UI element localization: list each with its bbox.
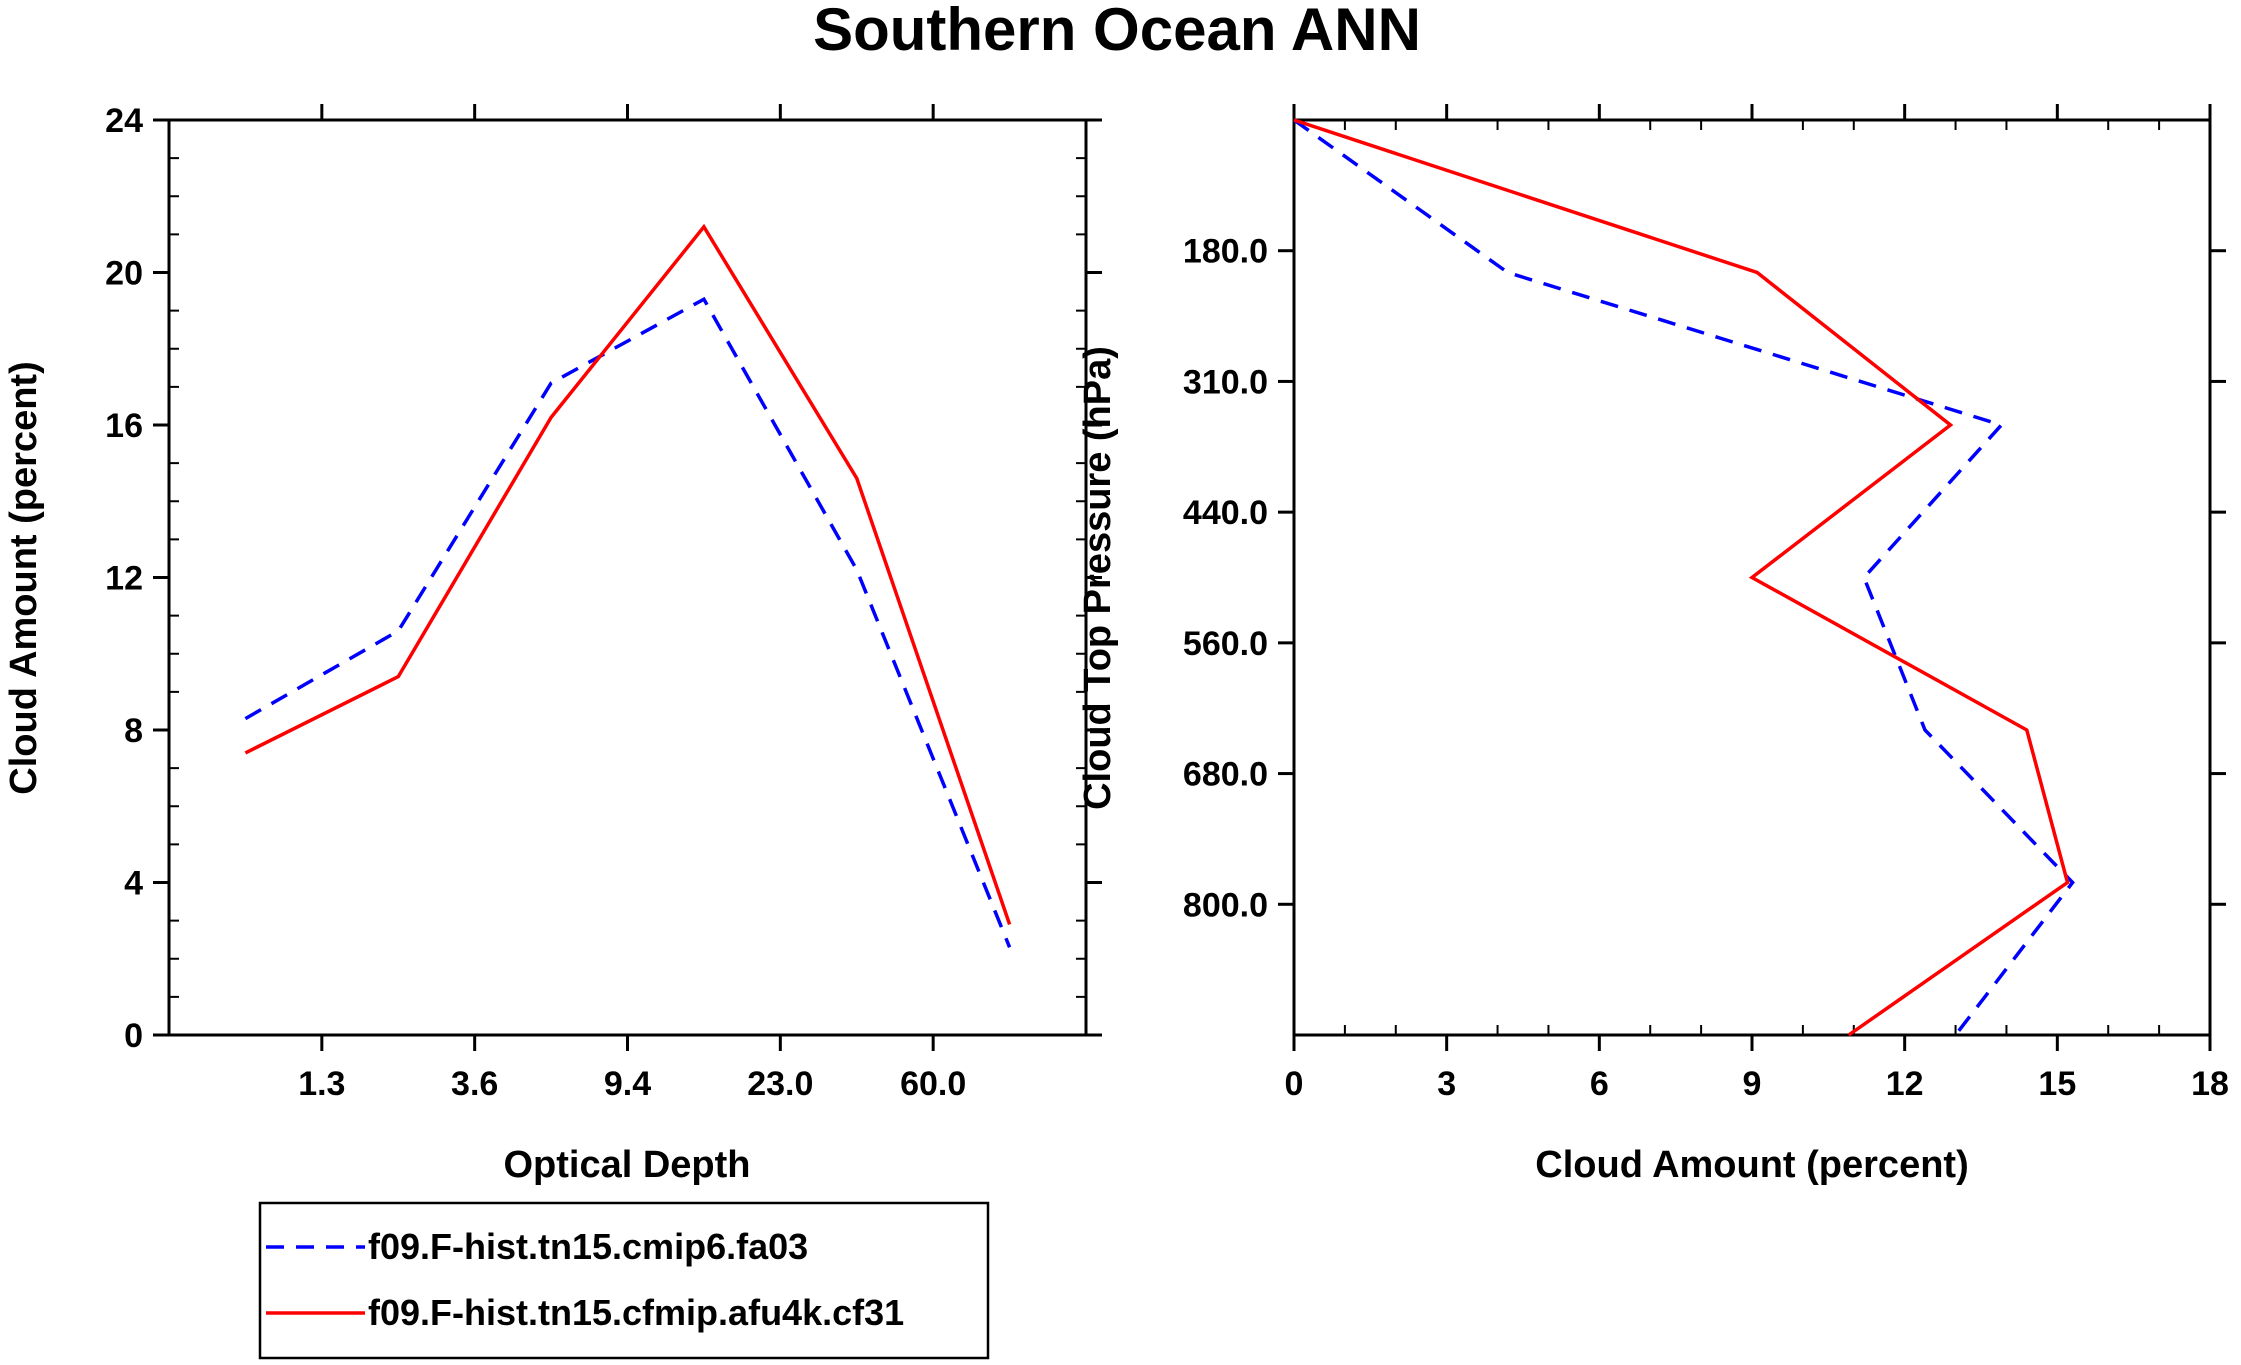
legend-label-cfmip: f09.F-hist.tn15.cfmip.afu4k.cf31 xyxy=(368,1292,904,1333)
left-y-tick-label: 8 xyxy=(124,712,143,750)
left-x-tick-label: 1.3 xyxy=(298,1065,345,1103)
left-y-tick-label: 24 xyxy=(105,102,143,140)
left-y-tick-label: 12 xyxy=(105,560,143,598)
right-x-tick-label: 0 xyxy=(1285,1065,1304,1103)
left-series-line-1 xyxy=(244,223,1012,925)
left-plot-frame xyxy=(167,118,1088,1037)
figure-title: Southern Ocean ANN xyxy=(813,0,1421,63)
left-x-axis-label: Optical Depth xyxy=(503,1144,750,1186)
right-plot-frame xyxy=(1292,118,2212,1037)
right-y-tick-label: 800.0 xyxy=(1183,886,1268,924)
left-series-line-0 xyxy=(244,296,1012,948)
right-x-axis-label: Cloud Amount (percent) xyxy=(1535,1144,1968,1186)
legend-label-cmip6: f09.F-hist.tn15.cmip6.fa03 xyxy=(368,1226,808,1267)
legend-box xyxy=(258,1201,990,1360)
right-y-tick-label: 180.0 xyxy=(1183,233,1268,271)
right-x-tick-label: 6 xyxy=(1590,1065,1609,1103)
left-y-axis-label: Cloud Amount (percent) xyxy=(3,361,45,794)
left-y-tick-label: 16 xyxy=(105,407,143,445)
right-x-tick-label: 12 xyxy=(1886,1065,1924,1103)
right-x-tick-label: 3 xyxy=(1437,1065,1456,1103)
right-x-tick-label: 18 xyxy=(2191,1065,2229,1103)
left-panel: 0 4 8 12 16 20 24 1.3 3.6 9.4 23.0 60.0 Optical Dep… xyxy=(3,102,1102,1186)
left-x-tick-label: 3.6 xyxy=(451,1065,498,1103)
left-y-tick-label: 4 xyxy=(124,865,143,903)
right-series-line-1 xyxy=(1293,118,2070,1037)
left-x-tick-label: 23.0 xyxy=(747,1065,813,1103)
right-panel: 0 3 6 9 12 15 18 180.0 310.0 440.0 560.0 680.0 800.0… xyxy=(1077,104,2229,1186)
right-y-tick-label: 310.0 xyxy=(1183,363,1268,401)
right-series-line-0 xyxy=(1292,118,2075,1037)
left-x-tick-label: 60.0 xyxy=(900,1065,966,1103)
left-y-tick-label: 0 xyxy=(124,1017,143,1055)
right-x-tick-label: 9 xyxy=(1743,1065,1762,1103)
right-y-tick-label: 680.0 xyxy=(1183,756,1268,794)
left-y-tick-label: 20 xyxy=(105,255,143,293)
right-y-tick-label: 560.0 xyxy=(1183,625,1268,663)
legend: f09.F-hist.tn15.cmip6.fa03 f09.F-hist.tn… xyxy=(258,1201,990,1360)
right-y-axis-label: Cloud Top Pressure (hPa) xyxy=(1077,346,1119,810)
right-x-tick-label: 15 xyxy=(2038,1065,2076,1103)
left-x-tick-label: 9.4 xyxy=(604,1065,651,1103)
right-y-tick-label: 440.0 xyxy=(1183,494,1268,532)
